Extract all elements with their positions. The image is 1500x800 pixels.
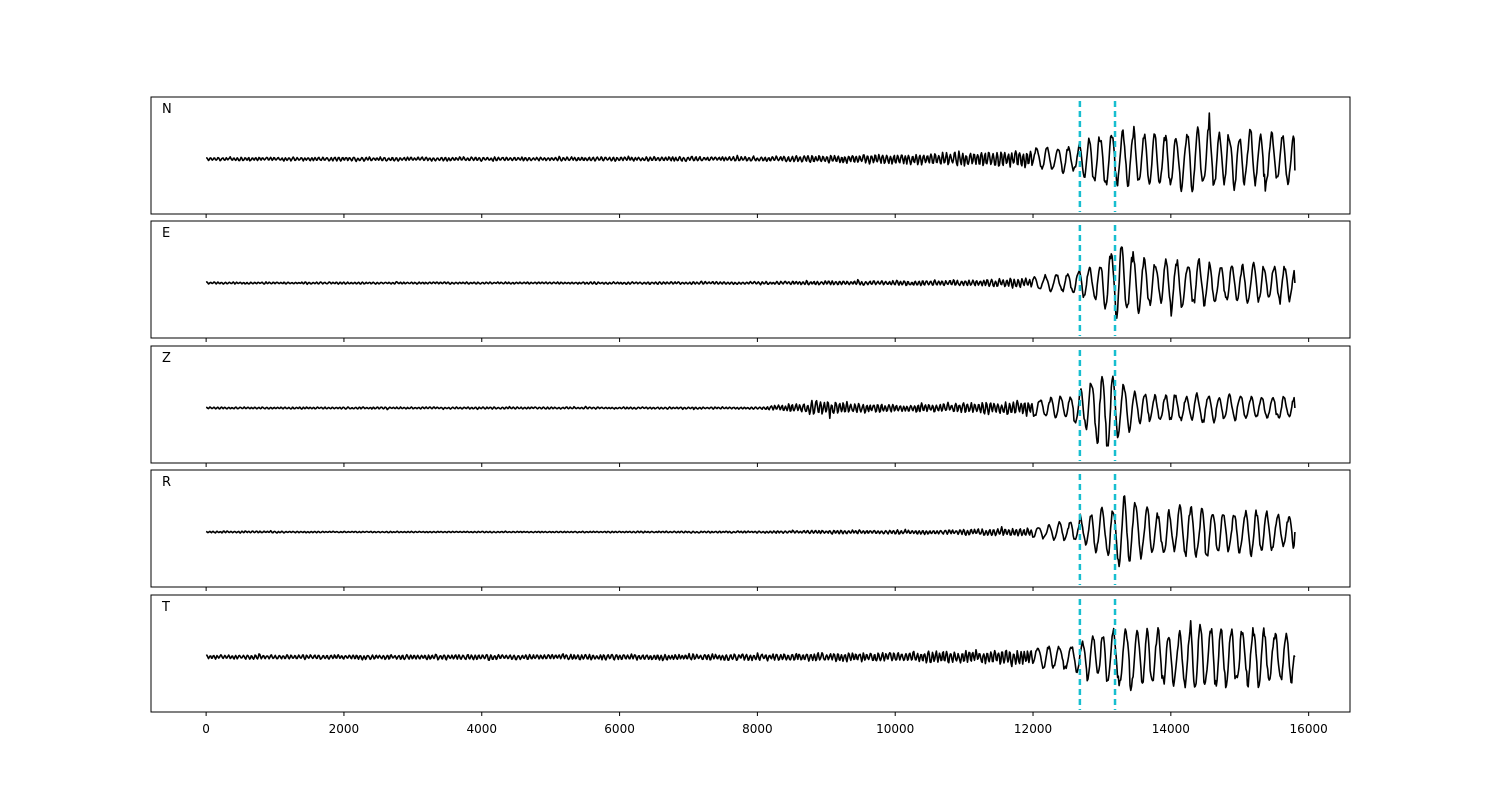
- x-tick-label: 16000: [1290, 722, 1328, 736]
- x-tick-label: 12000: [1014, 722, 1052, 736]
- panel-label-radial: R: [162, 475, 171, 490]
- x-tick-label: 4000: [466, 722, 497, 736]
- trace-e: [205, 246, 1296, 319]
- panel-label-east: E: [162, 226, 170, 241]
- panel-frame: [150, 96, 1351, 215]
- panel-frame: [150, 594, 1351, 713]
- trace-r: [205, 495, 1296, 568]
- panel-e: E: [150, 220, 1351, 342]
- trace-t: [205, 620, 1296, 692]
- x-tick-label: 8000: [742, 722, 773, 736]
- x-tick-label: 2000: [329, 722, 360, 736]
- panel-t: T: [150, 594, 1351, 716]
- x-tick-label: 14000: [1152, 722, 1190, 736]
- panel-frame: [150, 220, 1351, 339]
- trace-n: [206, 112, 1296, 193]
- panel-frame: [150, 469, 1351, 588]
- panel-label-vertical: Z: [162, 351, 171, 366]
- x-tick-label: 6000: [604, 722, 635, 736]
- panel-label-north: N: [162, 102, 172, 117]
- panel-frame: [150, 345, 1351, 464]
- panel-n: N: [150, 96, 1351, 218]
- x-tick-label: 10000: [876, 722, 914, 736]
- panel-z: Z: [150, 345, 1351, 467]
- trace-z: [205, 375, 1296, 447]
- x-tick-label: 0: [202, 722, 210, 736]
- panel-r: R: [150, 469, 1351, 591]
- panel-label-transverse: T: [161, 600, 170, 615]
- x-axis: 0 2000 4000 6000 8000 10000 12000 14000 16000: [202, 722, 1327, 736]
